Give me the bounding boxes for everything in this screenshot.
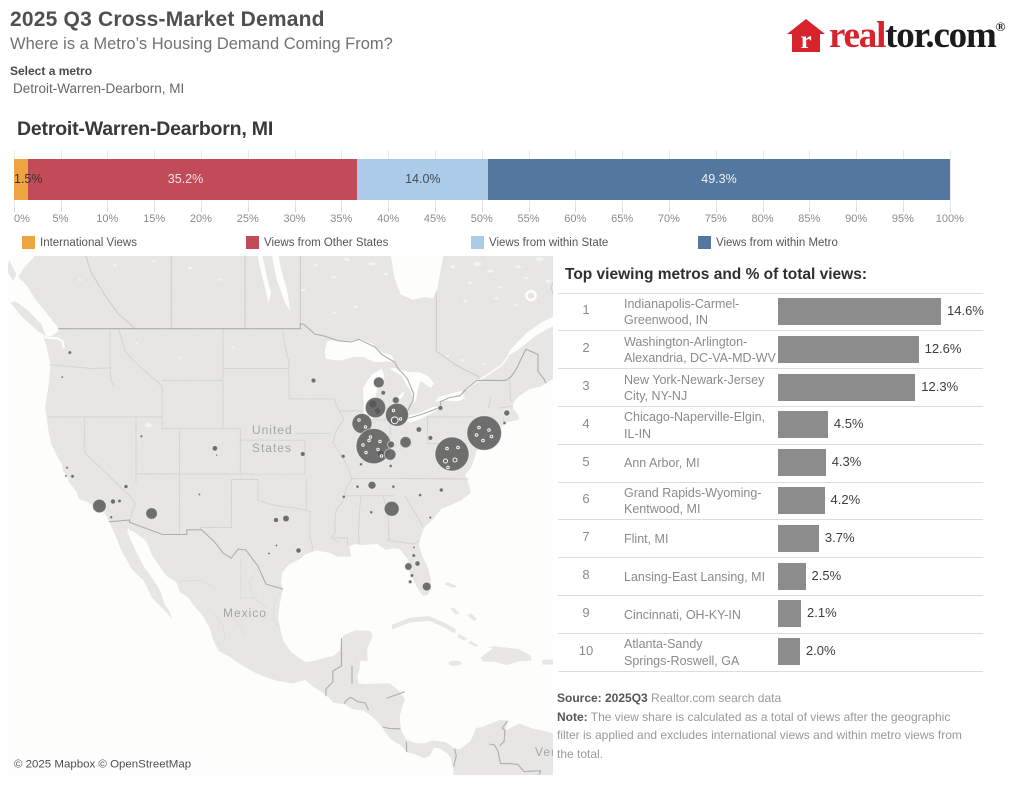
svg-text:States: States (252, 441, 292, 455)
svg-text:United: United (252, 423, 293, 437)
svg-text:r: r (800, 27, 811, 53)
svg-text:© 2025 Mapbox © OpenStreetMap: © 2025 Mapbox © OpenStreetMap (14, 758, 191, 770)
svg-text:Ver: Ver (535, 744, 553, 758)
svg-text:Mexico: Mexico (223, 605, 267, 619)
